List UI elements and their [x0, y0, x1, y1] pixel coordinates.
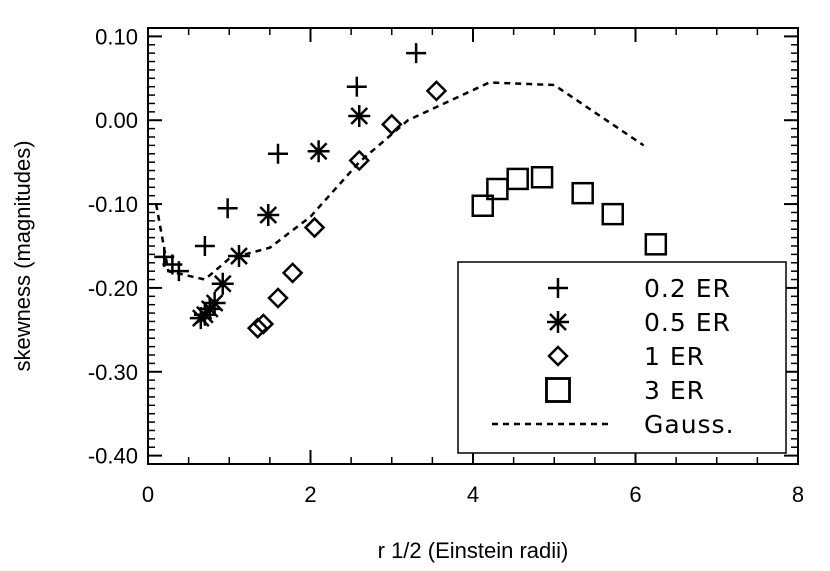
point-diamond [246, 317, 269, 339]
legend-swatch-diamond [547, 345, 569, 367]
y-axis-title: skewness (magnitudes) [10, 140, 35, 371]
point-plus [346, 76, 367, 97]
ticks-layer: 0 2 4 6 8 0.10 0.00 -0.10 -0.20 -0.30 -0.40 [88, 24, 804, 507]
legend: 0.2 ER 0.5 ER 1 ER 3 ER Gauss. [457, 261, 787, 454]
point-diamond [425, 80, 448, 102]
x-tick-label: 8 [792, 482, 804, 507]
point-square [571, 181, 594, 205]
point-square [530, 165, 554, 189]
legend-swatch-square [545, 377, 571, 403]
x-axis-title: r 1/2 (Einstein radii) [378, 538, 569, 563]
legend-label: 0.2 ER [644, 274, 731, 303]
point-square [601, 202, 624, 226]
y-tick-label: -0.30 [88, 360, 138, 385]
point-square [644, 233, 668, 256]
point-diamond [252, 313, 275, 335]
legend-box [457, 261, 787, 454]
x-tick-label: 4 [467, 482, 479, 507]
series-layer [154, 43, 668, 339]
point-diamond [303, 216, 326, 239]
point-asterisk [203, 292, 226, 315]
point-asterisk [211, 272, 234, 295]
legend-label: 3 ER [644, 376, 705, 405]
point-asterisk [257, 203, 280, 226]
point-diamond [380, 113, 403, 136]
gauss-line [154, 81, 645, 281]
point-asterisk [348, 105, 371, 128]
legend-label: 0.5 ER [644, 308, 731, 337]
y-tick-label: -0.20 [88, 276, 138, 301]
point-diamond [281, 262, 304, 284]
point-square [471, 194, 494, 218]
y-tick-label: -0.10 [88, 192, 138, 217]
point-square [506, 167, 529, 191]
legend-swatch-asterisk [547, 311, 569, 333]
legend-label: Gauss. [644, 410, 735, 439]
y-tick-label: -0.40 [88, 444, 138, 469]
y-tick-label: 0.00 [95, 108, 138, 133]
legend-label: 1 ER [644, 342, 705, 371]
legend-swatch-plus [548, 278, 568, 298]
x-tick-label: 0 [142, 482, 154, 507]
point-asterisk [307, 140, 330, 163]
x-tick-label: 2 [304, 482, 316, 507]
y-tick-label: 0.10 [95, 24, 138, 49]
point-plus [194, 236, 215, 256]
point-plus [268, 143, 288, 164]
point-plus [217, 198, 238, 219]
point-plus [406, 43, 427, 64]
point-diamond [267, 287, 289, 309]
x-tick-label: 6 [629, 482, 641, 507]
